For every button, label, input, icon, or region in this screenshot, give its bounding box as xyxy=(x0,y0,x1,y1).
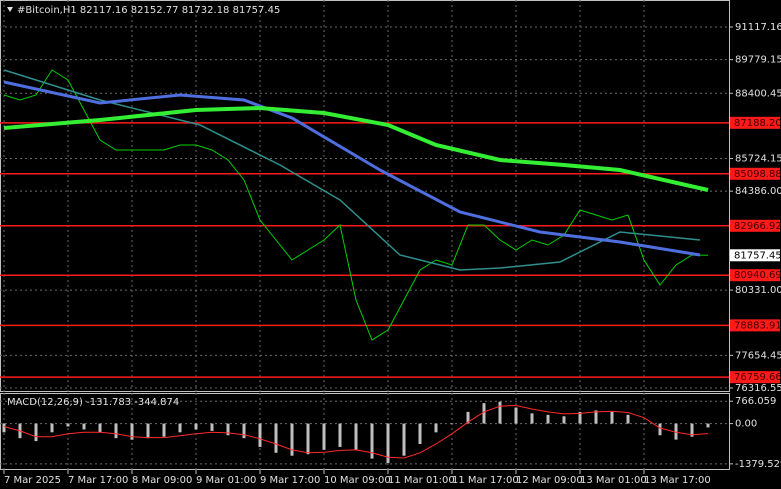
macd-bar xyxy=(578,411,582,424)
macd-bar xyxy=(466,411,470,424)
macd-bar xyxy=(386,423,390,463)
panel-border xyxy=(0,393,730,470)
x-tick-label: 13 Mar 01:00 xyxy=(580,475,647,486)
macd-bar xyxy=(226,423,230,436)
level-tag xyxy=(730,219,780,232)
macd-bar xyxy=(210,423,214,431)
macd-bar xyxy=(626,414,630,424)
chart-title: #Bitcoin,H1 82117.16 82152.77 81732.18 8… xyxy=(17,5,280,16)
macd-bar xyxy=(658,423,662,436)
macd-bar xyxy=(2,423,6,433)
macd-bar xyxy=(450,423,454,425)
x-tick-label: 12 Mar 09:00 xyxy=(516,475,583,486)
macd-bar xyxy=(370,423,374,459)
y-tick-label: 88400.45 xyxy=(735,88,781,99)
x-tick-label: 8 Mar 09:00 xyxy=(132,475,192,486)
signal-line xyxy=(3,404,709,459)
y-tick-label: 766.059 xyxy=(735,396,776,407)
y-tick-label: 89779.15 xyxy=(735,55,781,66)
macd-title: MACD(12,26,9) -131.783 -344.874 xyxy=(7,397,179,408)
x-tick-label: 7 Mar 2025 xyxy=(4,475,61,486)
x-tick-label: 10 Mar 09:00 xyxy=(324,475,391,486)
macd-bar xyxy=(34,423,38,442)
macd-bar xyxy=(690,423,694,437)
grid-layer xyxy=(0,0,733,474)
macd-bar xyxy=(610,411,614,424)
level-label: 76759.66 xyxy=(734,372,781,383)
macd-bar xyxy=(434,423,438,433)
macd-bar xyxy=(706,423,710,428)
macd-bar xyxy=(178,423,182,433)
price-line xyxy=(3,69,709,341)
macd-bar xyxy=(306,423,310,455)
macd-bar xyxy=(594,410,598,424)
label-layer: 91117.16 89779.15 88400.45 85724.15 84386.00… xyxy=(4,22,781,486)
macd-bar xyxy=(354,423,358,450)
macd-bar xyxy=(402,423,406,456)
x-tick-label: 9 Mar 17:00 xyxy=(260,475,320,486)
macd-bar xyxy=(530,413,534,424)
last-price-tag xyxy=(730,249,780,262)
macd-bar xyxy=(194,423,198,430)
price-line xyxy=(3,80,701,257)
macd-bar xyxy=(514,407,518,424)
macd-bar xyxy=(98,423,102,433)
y-tick-label: -1379.529 xyxy=(735,459,781,470)
macd-bar xyxy=(130,423,134,440)
panel-border xyxy=(0,0,730,392)
x-tick-label: 7 Mar 17:00 xyxy=(68,475,128,486)
x-tick-label: 11 Mar 17:00 xyxy=(452,475,519,486)
level-label: 78883.91 xyxy=(734,320,781,331)
y-tick-label: 91117.16 xyxy=(735,22,781,33)
level-tag xyxy=(730,269,780,282)
macd-bar xyxy=(162,423,166,437)
macd-bar xyxy=(242,423,246,439)
menu-triangle xyxy=(7,7,13,12)
y-tick-label: 0.00 xyxy=(735,419,757,430)
y-tick-label: 76316.55 xyxy=(735,383,781,394)
macd-bar xyxy=(546,414,550,424)
price-line xyxy=(3,105,709,192)
macd-bar xyxy=(642,423,646,425)
x-tick-label: 11 Mar 01:00 xyxy=(388,475,455,486)
y-tick-label: 77654.45 xyxy=(735,350,781,361)
level-tag xyxy=(730,116,780,129)
macd-bar xyxy=(290,423,294,456)
y-tick-label: 84386.00 xyxy=(735,186,781,197)
macd-bar xyxy=(114,423,118,439)
level-tag xyxy=(730,319,780,332)
y-tick-label: 80331.00 xyxy=(735,285,781,296)
macd-bar xyxy=(82,423,86,430)
macd-bar xyxy=(50,423,54,433)
y-tick-label: 85724.15 xyxy=(735,154,781,165)
level-label: 87188.20 xyxy=(734,118,781,129)
level-tag xyxy=(730,371,780,384)
level-label: 82966.92 xyxy=(734,221,781,232)
macd-bar xyxy=(146,423,150,439)
x-tick-label: 13 Mar 17:00 xyxy=(644,475,711,486)
macd-bar xyxy=(498,401,502,424)
macd-bar xyxy=(562,416,566,424)
macd-bar xyxy=(66,423,70,427)
price-line xyxy=(3,69,701,271)
macd-bar xyxy=(338,423,342,447)
macd-bar xyxy=(674,423,678,440)
level-label: 80940.69 xyxy=(734,270,781,281)
x-tick-label: 9 Mar 01:00 xyxy=(196,475,256,486)
level-tag xyxy=(730,167,780,180)
macd-bar xyxy=(322,423,326,450)
macd-bar xyxy=(258,423,262,447)
macd-bar xyxy=(274,423,278,453)
macd-bar xyxy=(482,403,486,424)
mark-layer xyxy=(0,69,729,463)
level-label: 85098.88 xyxy=(734,169,781,180)
last-price-label: 81757.45 xyxy=(734,250,781,261)
macd-bar xyxy=(418,423,422,445)
